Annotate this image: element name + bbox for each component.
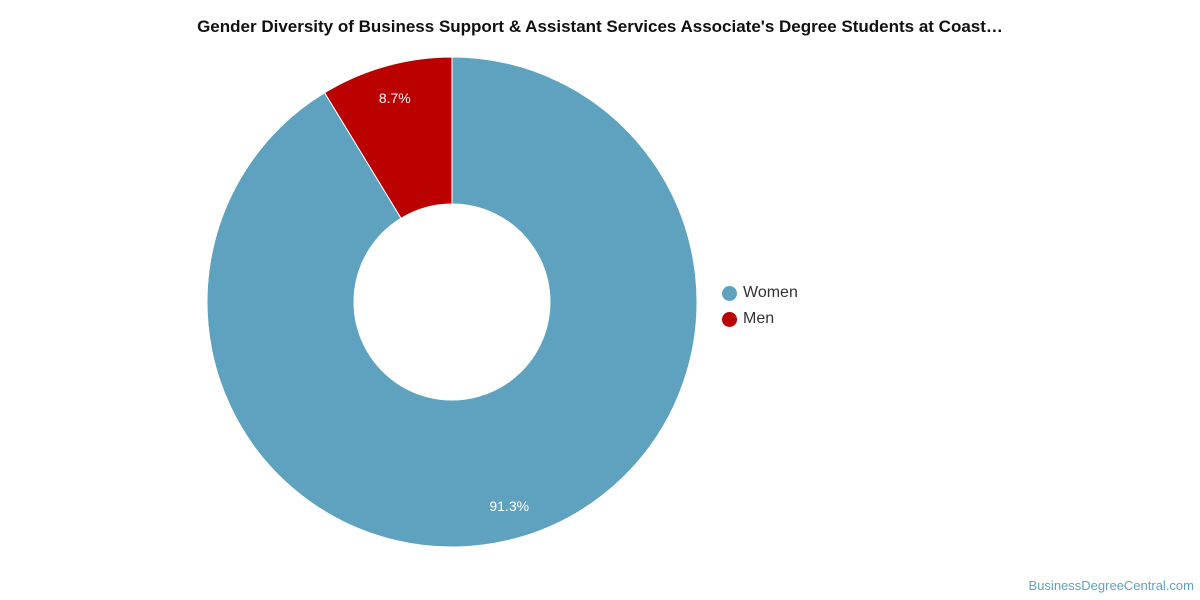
slice-labels: 91.3% 8.7% (379, 90, 529, 514)
legend-label-women: Women (743, 284, 798, 301)
chart-title: Gender Diversity of Business Support & A… (197, 17, 1003, 36)
legend-swatch-women (722, 285, 737, 301)
slice-label-women: 91.3% (489, 498, 529, 514)
legend-label-men: Men (743, 310, 775, 327)
watermark[interactable]: BusinessDegreeCentral.com (1028, 578, 1194, 593)
slice-women[interactable] (206, 56, 698, 548)
legend-swatch-men (722, 311, 737, 327)
legend-item-women[interactable]: Women (722, 280, 798, 306)
slice-men[interactable] (323, 56, 453, 219)
slice-label-men: 8.7% (379, 90, 411, 106)
donut-slices (206, 56, 698, 548)
legend: Women Men (722, 280, 798, 332)
legend-item-men[interactable]: Men (722, 306, 798, 332)
